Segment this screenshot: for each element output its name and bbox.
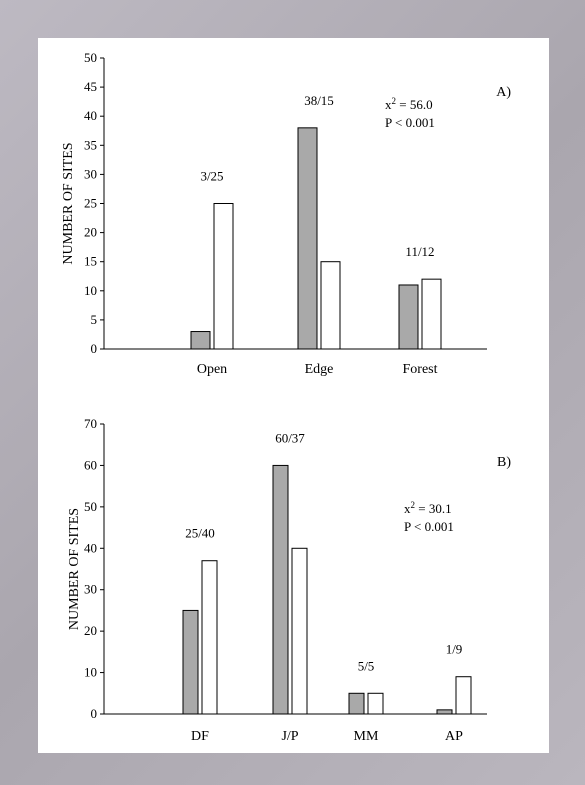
chart-a-y-tick-label: 5 [91, 312, 98, 327]
chart-a-y-tick-label: 25 [84, 196, 97, 211]
chart-a-chi-square-stat: x2 = 56.0 [385, 96, 433, 112]
chart-a-y-tick-label: 30 [84, 166, 97, 181]
chart-b-category-label: DF [191, 729, 209, 744]
chart-a-category-label: Forest [403, 362, 438, 377]
chart-a-bar-filled [297, 127, 318, 350]
chart-b-bar-open [367, 692, 384, 715]
chart-b-category-label: AP [445, 729, 463, 744]
chart-a-y-tick-label: 45 [84, 79, 97, 94]
chart-b-bar-filled [182, 609, 199, 715]
chart-b-panel-label: B) [497, 455, 511, 470]
chart-a-y-tick-label: 50 [84, 50, 97, 65]
chart-b-chi-square-stat: x2 = 30.1 [404, 500, 452, 516]
chart-a-bar-filled [190, 331, 211, 350]
chart-b-bar-filled [436, 709, 453, 715]
chart-a-y-axis-title: NUMBER OF SITES [61, 142, 76, 264]
chart-b-bar-open [291, 547, 308, 715]
chart-a-panel-label: A) [496, 85, 511, 100]
chart-a-y-tick-label: 15 [84, 254, 97, 269]
chart-b-bar-ratio-label: 1/9 [446, 642, 463, 657]
chart-a-bar-open [213, 203, 234, 350]
chart-b-bar-filled [348, 692, 365, 715]
chart-b-bar-ratio-label: 5/5 [358, 658, 375, 673]
chart-b-p-value-stat: P < 0.001 [404, 519, 454, 534]
chart-a-bar-open [421, 278, 442, 350]
chart-b-y-tick-label: 60 [84, 457, 97, 472]
chart-a-p-value-stat: P < 0.001 [385, 115, 435, 130]
chart-b-bar-filled [272, 464, 289, 715]
chart-a-bar-ratio-label: 38/15 [304, 93, 334, 108]
chart-a-y-tick-label: 0 [91, 341, 98, 356]
chart-b-bar-ratio-label: 25/40 [185, 526, 215, 541]
chart-a-bar-filled [398, 284, 419, 350]
chart-a-y-tick-label: 35 [84, 137, 97, 152]
chart-b-y-tick-label: 70 [84, 416, 97, 431]
chart-b-y-tick-label: 10 [84, 665, 97, 680]
chart-b-y-tick-label: 20 [84, 623, 97, 638]
chart-a-bar-open [320, 261, 341, 350]
chart-b-y-tick-label: 50 [84, 499, 97, 514]
chart-a-y-tick-label: 20 [84, 225, 97, 240]
chart-b-bar-open [455, 676, 472, 715]
chart-b-y-tick-label: 0 [91, 706, 98, 721]
chart-a-category-label: Open [197, 362, 227, 377]
chart-a-bar-ratio-label: 11/12 [405, 244, 434, 259]
chart-b-bar-open [201, 560, 218, 715]
chart-a-bar-ratio-label: 3/25 [200, 169, 223, 184]
chart-b-category-label: MM [354, 729, 379, 744]
chart-b-y-axis-title: NUMBER OF SITES [67, 508, 82, 630]
chart-a-y-tick-label: 40 [84, 108, 97, 123]
chart-b-y-tick-label: 40 [84, 540, 97, 555]
chart-a-y-tick-label: 10 [84, 283, 97, 298]
chart-b-y-tick-label: 30 [84, 582, 97, 597]
chart-b-bar-ratio-label: 60/37 [275, 430, 305, 445]
chart-b-category-label: J/P [281, 729, 298, 744]
chart-a-category-label: Edge [305, 362, 334, 377]
